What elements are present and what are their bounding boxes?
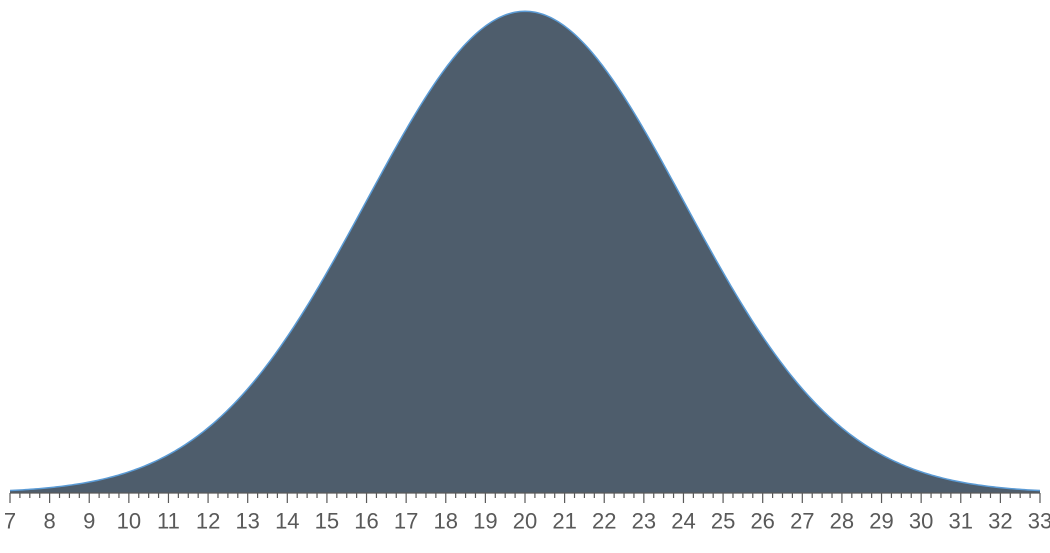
x-tick-label: 29 [869, 508, 893, 533]
x-tick-label: 31 [949, 508, 973, 533]
x-tick-label: 23 [632, 508, 656, 533]
x-tick-label: 17 [394, 508, 418, 533]
x-tick-label: 15 [315, 508, 339, 533]
x-tick-label: 19 [473, 508, 497, 533]
bell-curve-area [10, 11, 1040, 493]
x-tick-label: 11 [157, 508, 180, 533]
x-tick-label: 7 [4, 508, 16, 533]
x-tick-label: 30 [909, 508, 933, 533]
x-tick-label: 16 [354, 508, 378, 533]
x-tick-label: 20 [513, 508, 537, 533]
x-tick-label: 21 [552, 508, 576, 533]
x-tick-label: 9 [83, 508, 95, 533]
x-axis-labels: 7 8 9 10 11 12 13 14 15 16 17 18 19 20 21 22 23 24 25 26 27 2… [4, 508, 1050, 533]
chart-svg: 7 8 9 10 11 12 13 14 15 16 17 18 19 20 21 22 23 24 25 26 27 2… [0, 0, 1050, 553]
bell-curve-chart: 7 8 9 10 11 12 13 14 15 16 17 18 19 20 21 22 23 24 25 26 27 2… [0, 0, 1050, 553]
x-tick-label: 27 [790, 508, 814, 533]
x-tick-label: 22 [592, 508, 616, 533]
x-tick-label: 8 [43, 508, 55, 533]
x-tick-label: 12 [196, 508, 220, 533]
x-tick-label: 26 [750, 508, 774, 533]
x-tick-label: 33 [1028, 508, 1050, 533]
x-tick-label: 14 [275, 508, 299, 533]
x-axis-ticks [10, 493, 1040, 503]
x-tick-label: 18 [434, 508, 458, 533]
x-tick-label: 13 [235, 508, 259, 533]
x-tick-label: 25 [711, 508, 735, 533]
x-tick-label: 10 [117, 508, 141, 533]
x-tick-label: 28 [830, 508, 854, 533]
x-tick-label: 32 [988, 508, 1012, 533]
x-tick-label: 24 [671, 508, 695, 533]
